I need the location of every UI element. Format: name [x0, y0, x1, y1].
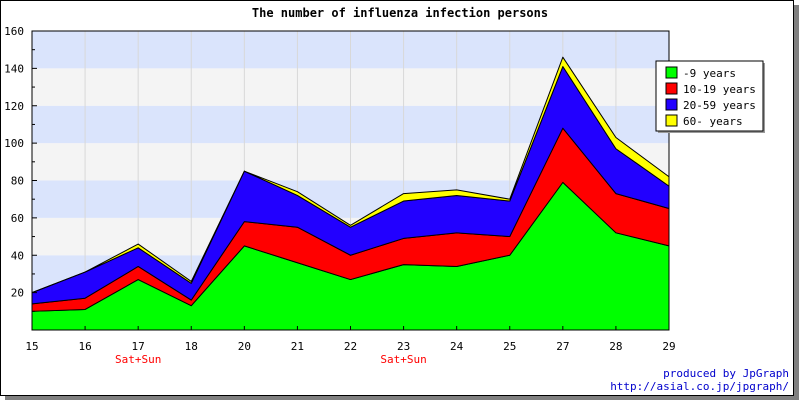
- credit-url: http://asial.co.jp/jpgraph/: [610, 380, 789, 393]
- y-tick-labels: 20 40 60 80 100 120 140 160: [4, 25, 24, 300]
- y-tick-label: 120: [4, 100, 24, 113]
- y-tick-label: 140: [4, 62, 24, 75]
- legend-label: -9 years: [683, 67, 736, 80]
- legend-swatch: [665, 66, 678, 79]
- x-tick-label: 29: [662, 340, 675, 353]
- x-tick-label: 17: [132, 340, 145, 353]
- x-tick-label: 24: [450, 340, 464, 353]
- y-tick-label: 20: [11, 287, 24, 300]
- y-tick-label: 80: [11, 175, 24, 188]
- x-tick-label: 22: [344, 340, 357, 353]
- y-tick-label: 160: [4, 25, 24, 38]
- legend-swatch: [665, 114, 678, 127]
- x-tick-label: 16: [78, 340, 91, 353]
- x-tick-label: 20: [238, 340, 251, 353]
- legend-label: 60- years: [683, 115, 743, 128]
- x-tick-label: 23: [397, 340, 410, 353]
- chart-svg: The number of influenza infection person…: [4, 6, 789, 393]
- credit-produced-by: produced by JpGraph: [663, 367, 789, 380]
- x-tick-sublabel: Sat+Sun: [380, 353, 426, 366]
- legend: -9 years 10-19 years 20-59 years 60- years: [655, 60, 765, 133]
- x-tick-label: 25: [503, 340, 516, 353]
- x-tick-sublabel: Sat+Sun: [115, 353, 161, 366]
- legend-swatch: [665, 98, 678, 111]
- y-tick-label: 100: [4, 137, 24, 150]
- y-tick-label: 60: [11, 212, 24, 225]
- chart-title: The number of influenza infection person…: [252, 6, 548, 20]
- legend-swatch: [665, 82, 678, 95]
- legend-label: 20-59 years: [683, 99, 756, 112]
- x-tick-label: 15: [25, 340, 38, 353]
- axes: [31, 30, 670, 331]
- y-tick-label: 40: [11, 249, 24, 262]
- x-tick-label: 21: [291, 340, 304, 353]
- legend-label: 10-19 years: [683, 83, 756, 96]
- x-tick-label: 28: [609, 340, 622, 353]
- x-tick-label: 27: [556, 340, 569, 353]
- x-tick-label: 18: [185, 340, 198, 353]
